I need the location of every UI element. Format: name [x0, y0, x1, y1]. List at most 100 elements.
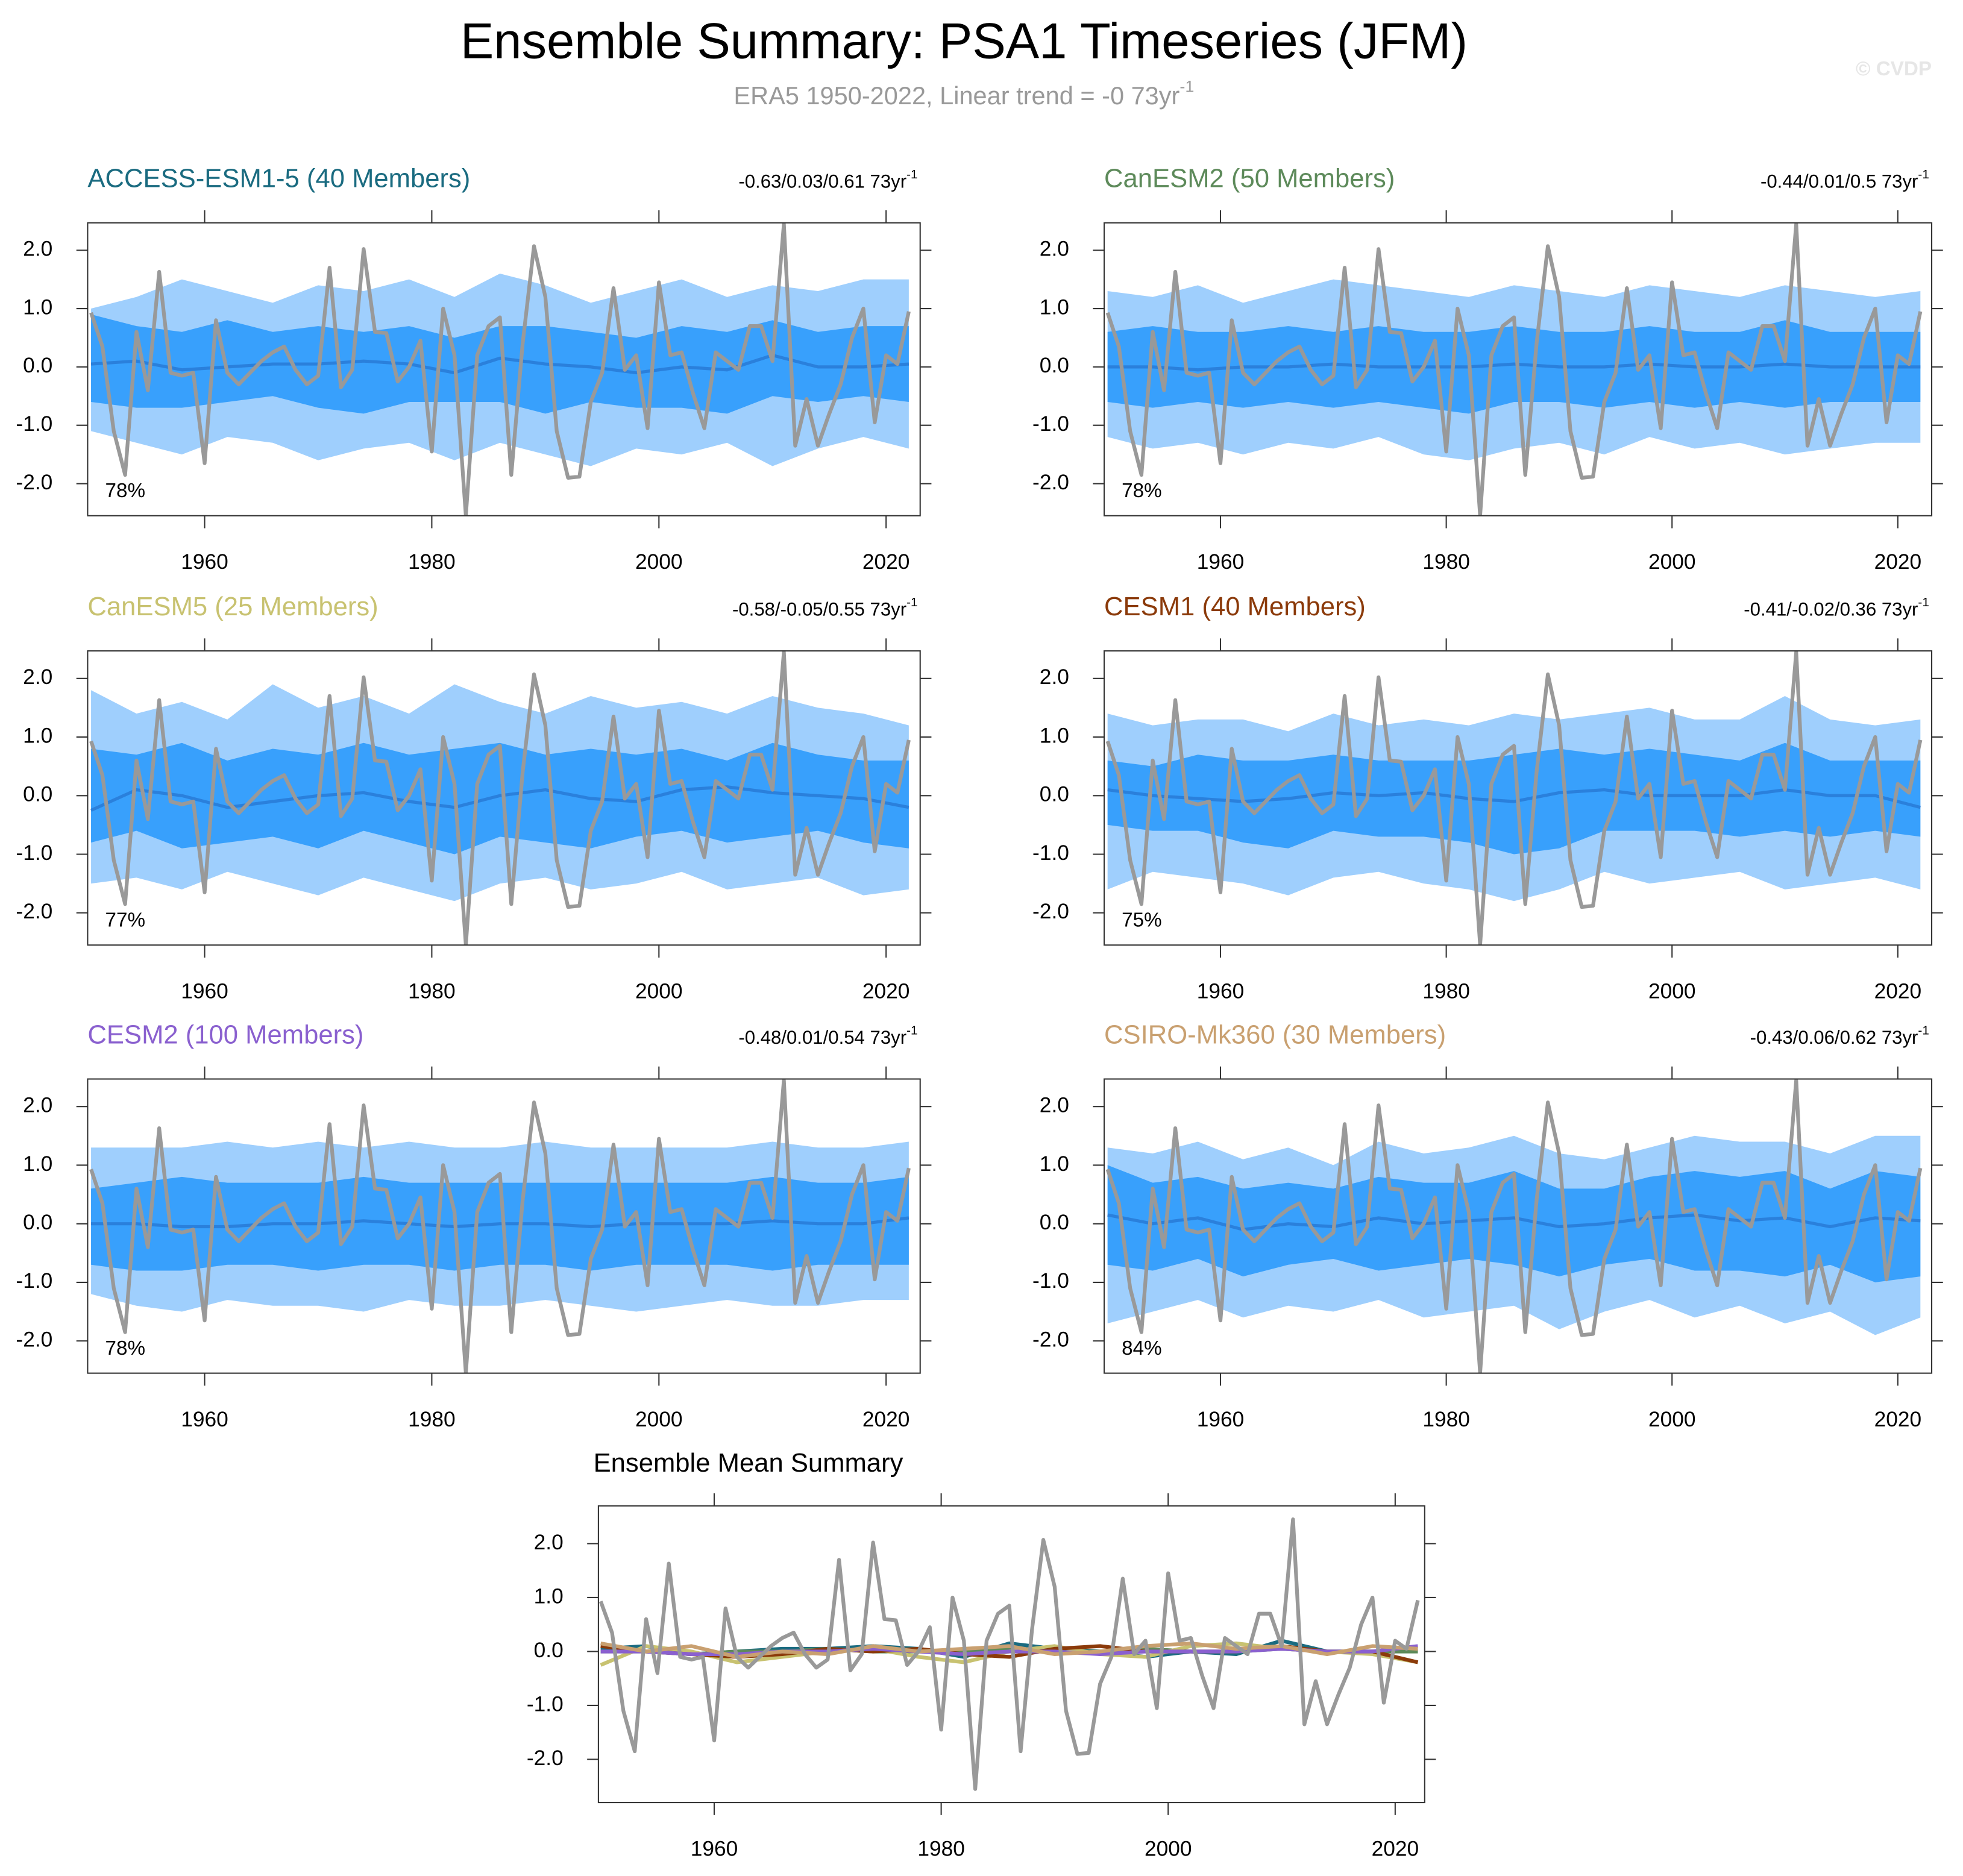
panel-title: CESM2 (100 Members) — [87, 1020, 363, 1049]
x-tick-label: 2020 — [862, 979, 910, 1003]
x-tick-label: 1960 — [1197, 550, 1245, 574]
y-tick-label: 1.0 — [1040, 1152, 1069, 1176]
y-tick-label: 2.0 — [1040, 665, 1069, 689]
spread-band — [1107, 1165, 1921, 1282]
x-tick-label: 1960 — [181, 979, 228, 1003]
x-tick-label: 1980 — [1422, 979, 1470, 1003]
panel-title: CanESM2 (50 Members) — [1104, 165, 1395, 193]
y-tick-label: -1.0 — [16, 1269, 52, 1293]
panel-title: CSIRO-Mk360 (30 Members) — [1104, 1020, 1446, 1049]
trend-text: -0.58/-0.05/0.55 73yr — [732, 599, 906, 620]
y-tick-label: 1.0 — [534, 1584, 564, 1608]
plot-frame — [87, 650, 921, 946]
chart-subtitle: ERA5 1950-2022, Linear trend = -0 73yr-1 — [733, 78, 1194, 110]
x-tick-label: 1960 — [1197, 1408, 1245, 1431]
percent-annotation: 75% — [1122, 909, 1162, 932]
observed-line — [598, 1517, 1420, 1791]
y-tick-label: 0.0 — [1040, 1211, 1069, 1234]
trend-sup: -1 — [906, 1024, 917, 1038]
x-tick-label: 2020 — [1874, 979, 1922, 1003]
y-tick-label: 0.0 — [23, 1211, 52, 1234]
x-tick-label: 2000 — [635, 1408, 683, 1431]
observed-line — [1105, 1079, 1923, 1373]
subtitle-sup: -1 — [1179, 78, 1194, 96]
plot-frame — [87, 1078, 921, 1374]
x-tick-label: 2020 — [1372, 1837, 1419, 1860]
x-tick-label: 2020 — [862, 1408, 910, 1431]
x-tick-label: 2000 — [635, 550, 683, 574]
y-tick-label: -2.0 — [1032, 1328, 1069, 1351]
observed-line — [89, 1079, 911, 1373]
x-tick-label: 2020 — [1874, 550, 1922, 574]
percent-annotation: 77% — [105, 909, 146, 932]
y-tick-label: 1.0 — [23, 1152, 52, 1176]
percent-annotation: 84% — [1122, 1337, 1162, 1360]
panel-title: Ensemble Mean Summary — [594, 1449, 903, 1478]
plot-area — [89, 651, 911, 946]
trend-label: -0.63/0.03/0.61 73yr-1 — [738, 168, 917, 192]
y-tick-label: -1.0 — [1032, 841, 1069, 865]
y-tick-label: -2.0 — [1032, 471, 1069, 494]
y-tick-label: 2.0 — [23, 1094, 52, 1117]
subtitle-text: ERA5 1950-2022, Linear trend = -0 73yr — [733, 81, 1179, 110]
x-tick-label: 2020 — [1874, 1408, 1922, 1431]
panel-title: ACCESS-ESM1-5 (40 Members) — [87, 165, 470, 193]
y-tick-label: -2.0 — [527, 1746, 564, 1770]
y-tick-label: -2.0 — [1032, 900, 1069, 923]
trend-sup: -1 — [906, 168, 917, 181]
y-tick-label: 1.0 — [23, 295, 52, 319]
y-tick-label: 1.0 — [1040, 295, 1069, 319]
y-tick-label: -1.0 — [1032, 412, 1069, 436]
x-tick-label: 1980 — [408, 979, 456, 1003]
chart-title: Ensemble Summary: PSA1 Timeseries (JFM) — [460, 13, 1468, 69]
plot-area — [1105, 1079, 1923, 1373]
trend-text: -0.44/0.01/0.5 73yr — [1760, 171, 1918, 192]
percent-annotation: 78% — [105, 480, 146, 502]
plot-area — [1105, 222, 1923, 516]
y-tick-label: 2.0 — [23, 237, 52, 261]
x-tick-label: 1960 — [1197, 979, 1245, 1003]
trend-label: -0.43/0.06/0.62 73yr-1 — [1750, 1024, 1929, 1048]
x-tick-label: 1980 — [1422, 1408, 1470, 1431]
panel-title: CanESM5 (25 Members) — [87, 592, 378, 621]
trend-label: -0.41/-0.02/0.36 73yr-1 — [1744, 596, 1929, 620]
x-tick-label: 2000 — [1648, 550, 1696, 574]
credit: © CVDP — [1856, 58, 1932, 80]
observed-line — [1105, 651, 1923, 946]
observed-line — [89, 651, 911, 946]
ensemble-mean-line — [90, 785, 909, 812]
y-tick-label: 2.0 — [23, 665, 52, 689]
spread-band — [91, 314, 909, 414]
panel-title: CESM1 (40 Members) — [1104, 592, 1366, 621]
y-tick-label: -1.0 — [1032, 1269, 1069, 1293]
trend-text: -0.63/0.03/0.61 73yr — [738, 171, 906, 192]
y-tick-label: 0.0 — [1040, 783, 1069, 806]
observed-line — [1105, 222, 1923, 516]
plot-area — [1105, 651, 1923, 946]
x-tick-label: 1980 — [408, 1408, 456, 1431]
observed-line — [89, 222, 911, 516]
trend-label: -0.44/0.01/0.5 73yr-1 — [1760, 168, 1929, 192]
y-tick-label: 2.0 — [1040, 1094, 1069, 1117]
y-tick-label: 0.0 — [1040, 354, 1069, 377]
y-tick-label: 2.0 — [534, 1531, 564, 1554]
plot-area — [89, 1079, 911, 1373]
y-tick-label: 0.0 — [534, 1639, 564, 1662]
trend-label: -0.58/-0.05/0.55 73yr-1 — [732, 596, 918, 620]
x-tick-label: 1960 — [181, 550, 228, 574]
plot-frame — [87, 222, 921, 516]
x-tick-label: 2000 — [635, 979, 683, 1003]
x-tick-label: 1980 — [408, 550, 456, 574]
y-tick-label: -2.0 — [16, 471, 52, 494]
spread-band — [1107, 742, 1921, 855]
y-tick-label: -1.0 — [527, 1692, 564, 1716]
plot-frame — [1104, 650, 1933, 946]
x-tick-label: 2000 — [1648, 1408, 1696, 1431]
plot-frame — [1104, 222, 1933, 516]
trend-text: -0.48/0.01/0.54 73yr — [738, 1027, 906, 1048]
y-tick-label: -1.0 — [16, 841, 52, 865]
spread-band — [1107, 320, 1921, 414]
x-tick-label: 2000 — [1145, 1837, 1192, 1860]
